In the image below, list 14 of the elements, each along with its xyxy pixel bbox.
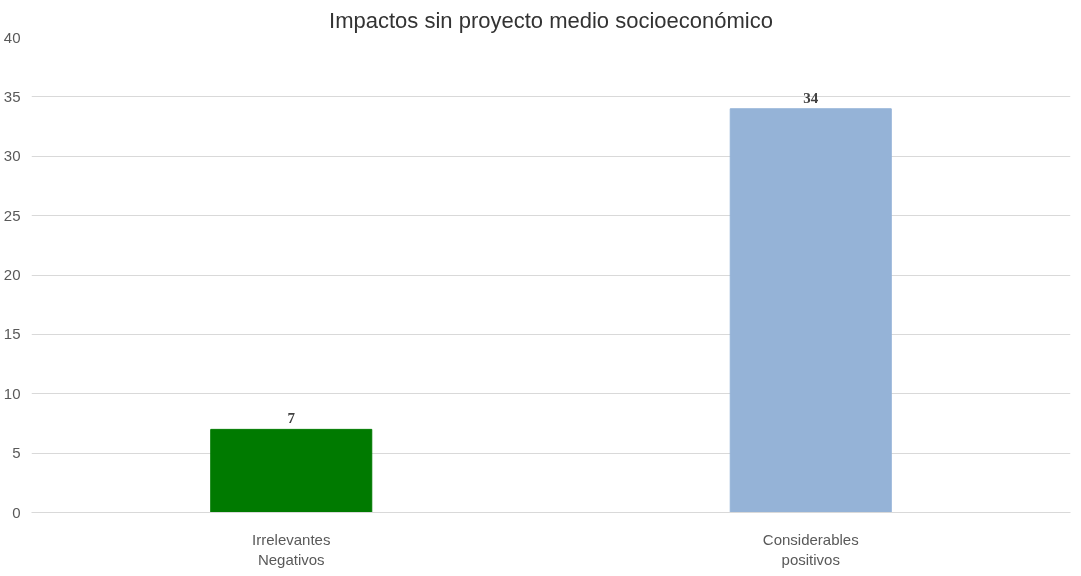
y-tick-label: 35 (3, 87, 21, 105)
y-tick-label: 0 (12, 503, 21, 521)
y-tick-label: 5 (12, 444, 21, 462)
y-tick-label: 10 (3, 384, 21, 402)
y-tick-label: 15 (3, 325, 21, 343)
x-tick-label: Considerables positivos (762, 530, 859, 568)
data-label: 34 (803, 89, 819, 106)
y-tick-label: 20 (3, 266, 21, 283)
chart-title: Impactos sin proyecto medio socioeconómico (329, 7, 773, 33)
x-tick-label: Irrelevantes Negativos (252, 530, 331, 568)
y-tick-label: 25 (3, 206, 21, 224)
y-tick-label: 40 (3, 28, 21, 46)
y-tick-label: 30 (3, 147, 21, 165)
data-label: 7 (287, 410, 296, 427)
